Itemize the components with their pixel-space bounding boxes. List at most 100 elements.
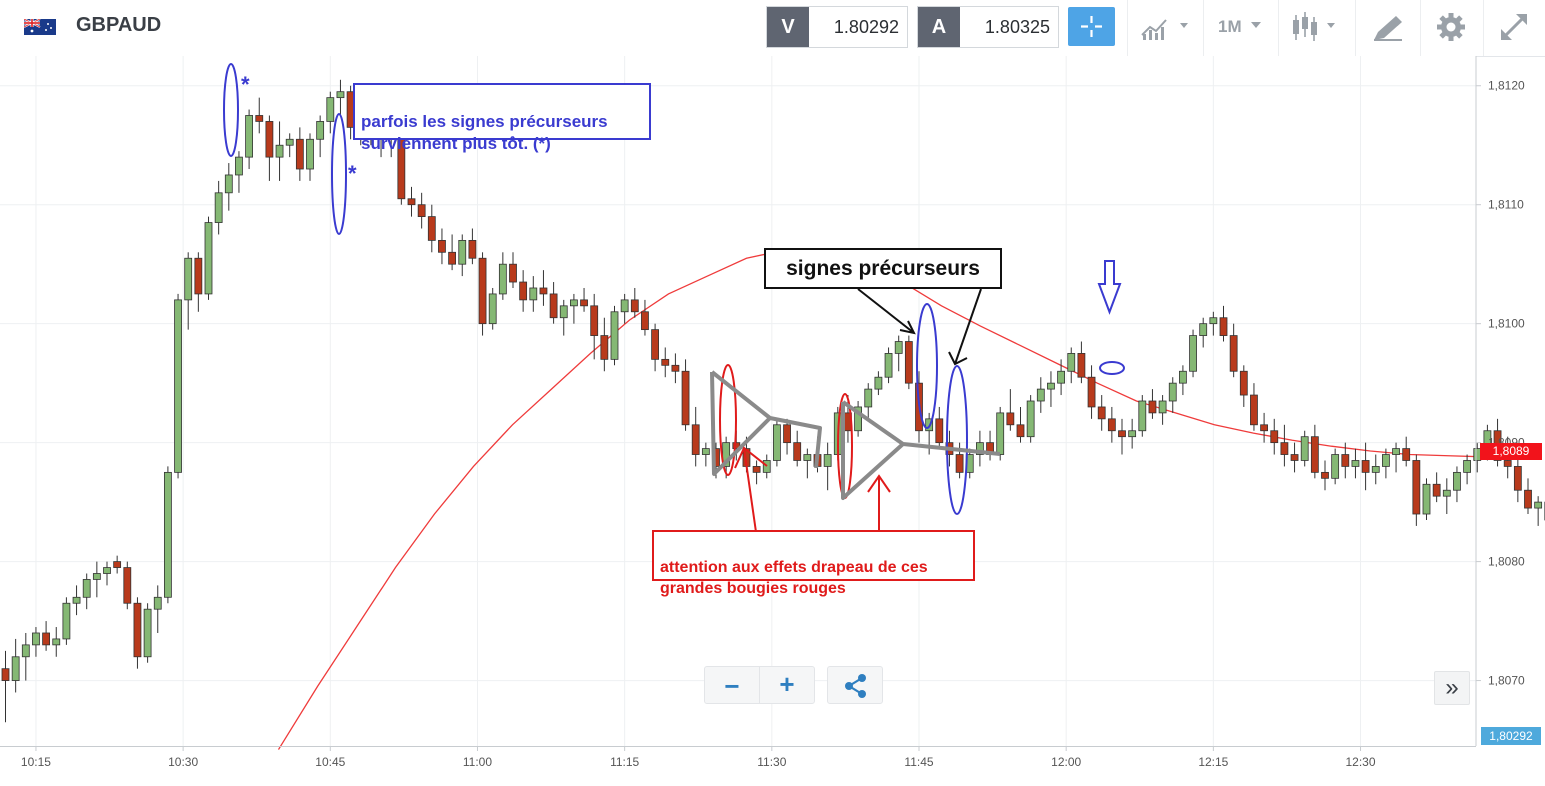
share-button[interactable] [827,666,883,704]
candle-body [225,175,232,193]
candle-body [195,258,202,294]
candle [1423,478,1430,520]
gear-icon [1432,7,1472,47]
candlestick-icon [1290,7,1350,47]
share-icon [828,667,884,705]
candle-body [1311,437,1318,473]
candle [1525,478,1532,514]
y-tick-label: 1,8120 [1488,79,1525,93]
candle-body [784,425,791,443]
candle-body [1037,389,1044,401]
candle-body [1119,431,1126,437]
asterisk-marker: * [241,72,250,97]
candle-body [631,300,638,312]
candle-body [418,205,425,217]
candle [611,306,618,365]
zoom-out-button[interactable]: − [704,666,760,704]
candle-body [885,353,892,377]
candle-body [997,413,1004,455]
timeframe-selector[interactable]: 1M [1214,7,1274,47]
candle-body [652,330,659,360]
x-tick-label: 10:45 [315,755,345,769]
fullscreen-button[interactable] [1494,7,1534,47]
candle-body [1403,449,1410,461]
candle-body [520,282,527,300]
current-price-label: 1,8089 [1480,443,1542,460]
candle-body [682,371,689,425]
candle-body [1413,460,1420,514]
candle-body [104,568,111,574]
candle-body [1159,401,1166,413]
candle-body [43,633,50,645]
candle-body [1088,377,1095,407]
candle-body [489,294,496,324]
candle-body [1423,484,1430,514]
annotation-early-signs: parfois les signes précurseurs survienne… [353,83,651,140]
candle-body [469,240,476,258]
candle-body [1108,419,1115,431]
y-tick-label: 1,8080 [1488,555,1525,569]
candle-body [408,199,415,205]
candle-body [1393,449,1400,455]
asterisk-marker: * [348,161,357,186]
candle-body [591,306,598,336]
sell-price-button[interactable]: V 1.80292 [766,6,908,48]
candle-body [1514,466,1521,490]
candle-body [1464,460,1471,472]
candle-body [1535,502,1542,508]
candle-body [1058,371,1065,383]
settings-button[interactable] [1432,7,1472,47]
candle-body [824,455,831,467]
candle-body [1443,490,1450,496]
candle-body [1291,455,1298,461]
symbol-title: GBPAUD [76,14,161,37]
candle-body [93,574,100,580]
candle-body [296,139,303,169]
buy-price-button[interactable]: A 1.80325 [917,6,1059,48]
candle-body [1261,425,1268,431]
candle-body [763,460,770,472]
candle-body [1352,460,1359,466]
candle [1190,330,1197,378]
zoom-in-button[interactable]: + [759,666,815,704]
candle [479,252,486,335]
x-tick-label: 11:00 [463,755,492,769]
candle [773,419,780,467]
candle-body [22,645,29,657]
candle-body [560,306,567,318]
candle-body [1139,401,1146,431]
y-tick-label: 1,8100 [1488,317,1525,331]
candle-body [1372,466,1379,472]
candle-body [1068,353,1075,371]
candle [1027,395,1034,443]
candle-body [449,252,456,264]
candlestick-style-button[interactable] [1290,7,1350,47]
candle-body [1149,401,1156,413]
candle-body [1504,460,1511,466]
uk-australia-flag-icon [24,19,56,35]
scroll-to-latest-button[interactable]: » [1434,671,1470,705]
candle-body [621,300,628,312]
expand-icon [1494,7,1534,47]
candle-body [1271,431,1278,443]
candle-body [1525,490,1532,508]
candle-body [286,139,293,145]
candle-body [2,669,9,681]
candle-body [641,312,648,330]
candle-body [1281,443,1288,455]
crosshair-button[interactable] [1068,7,1115,46]
x-tick-label: 11:15 [610,755,639,769]
candle-body [1027,401,1034,437]
drawing-tools-button[interactable] [1368,7,1412,47]
candle-body [1200,324,1207,336]
candle-body [1332,455,1339,479]
candle [1139,395,1146,437]
double-chevron-right-icon: » [1435,674,1469,702]
x-tick-label: 11:45 [904,755,933,769]
candle-body [1078,353,1085,377]
candle-body [570,300,577,306]
chart-type-button[interactable] [1138,7,1198,47]
candle-body [1047,383,1054,389]
candle-body [428,217,435,241]
candle-body [246,115,253,157]
